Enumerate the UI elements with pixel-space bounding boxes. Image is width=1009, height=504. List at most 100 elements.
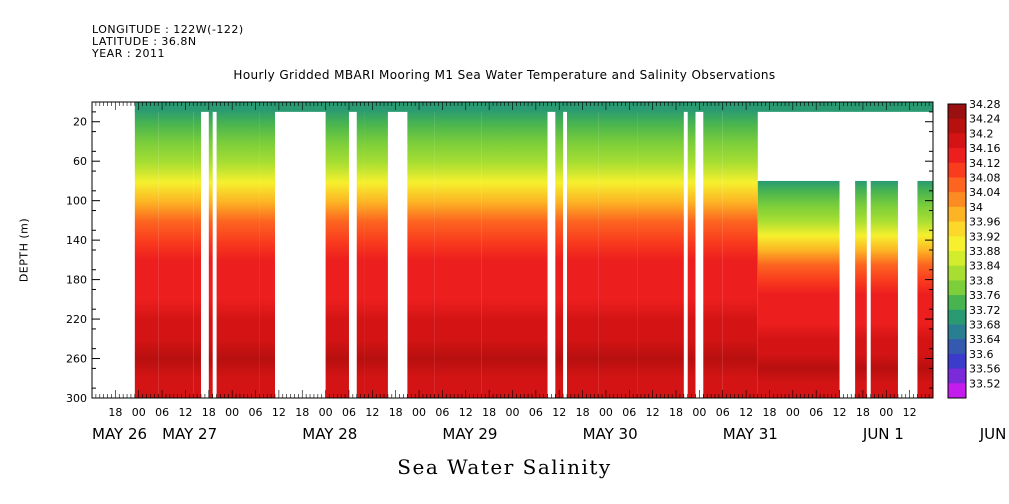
x-tick-label: 00 [879, 406, 893, 419]
x-date-label: JUN 1 [862, 425, 904, 443]
colorbar-label: 34.08 [969, 172, 1001, 185]
colorbar-label: 33.84 [969, 260, 1001, 273]
data-column [325, 109, 349, 398]
colorbar-swatch [948, 236, 966, 252]
surface-band [134, 102, 933, 112]
colorbar-label: 33.76 [969, 289, 1001, 302]
plot-area [134, 102, 933, 398]
colorbar-swatch [948, 148, 966, 164]
colorbar-swatch [948, 309, 966, 325]
y-tick-label: 180 [66, 274, 87, 287]
x-tick-label: 00 [692, 406, 706, 419]
data-column [134, 109, 159, 398]
data-column [193, 109, 202, 398]
data-column [364, 109, 388, 398]
x-tick-label: 06 [716, 406, 730, 419]
data-column [555, 109, 564, 398]
data-column [637, 109, 684, 398]
x-tick-label: 18 [762, 406, 776, 419]
x-tick-label: 18 [202, 406, 216, 419]
x-tick-label: 06 [622, 406, 636, 419]
colorbar-swatch [948, 162, 966, 178]
data-column [757, 180, 840, 398]
colorbar-label: 33.64 [969, 333, 1001, 346]
y-tick-label: 100 [66, 195, 87, 208]
x-tick-label: 06 [155, 406, 169, 419]
x-tick-label: 12 [833, 406, 847, 419]
colorbar-swatch [948, 104, 966, 120]
x-tick-label: 12 [552, 406, 566, 419]
colorbar-swatch [948, 251, 966, 267]
data-column [687, 109, 696, 398]
x-tick-label: 00 [599, 406, 613, 419]
colorbar-swatch [948, 295, 966, 311]
colorbar-swatch [948, 265, 966, 281]
longitude-text: LONGITUDE : 122W(-122) [92, 23, 244, 36]
x-tick-label: 12 [646, 406, 660, 419]
x-date-label: MAY 26 [92, 425, 147, 443]
colorbar-label: 34.24 [969, 113, 1001, 126]
colorbar-swatch [948, 353, 966, 370]
x-date-label: MAY 31 [723, 425, 778, 443]
x-tick-label: 12 [272, 406, 286, 419]
data-column [855, 180, 867, 398]
colorbar-label: 33.52 [969, 377, 1001, 390]
x-tick-label: 00 [225, 406, 239, 419]
x-tick-label: 00 [132, 406, 146, 419]
colorbar-swatch [948, 339, 966, 355]
data-column [208, 109, 213, 398]
colorbar-label: 33.6 [969, 348, 994, 361]
y-tick-label: 260 [66, 353, 87, 366]
colorbar-swatch [948, 368, 966, 384]
colorbar-label: 33.68 [969, 319, 1001, 332]
axes: 20 60 100 140 180 220 260 300 18 00 06 12 18 00 06 12 18… [66, 101, 1009, 443]
colorbar-label: 33.96 [969, 216, 1001, 229]
y-tick-label: 60 [73, 155, 87, 168]
x-tick-label: 00 [506, 406, 520, 419]
data-column [481, 109, 548, 398]
colorbar-label: 34.12 [969, 157, 1001, 170]
data-column [598, 109, 638, 398]
data-column [158, 109, 194, 398]
colorbar-label: 33.8 [969, 274, 994, 287]
y-tick-label: 300 [66, 392, 87, 405]
x-tick-label: 06 [435, 406, 449, 419]
colorbar-label: 33.88 [969, 245, 1001, 258]
y-tick-label: 20 [73, 116, 87, 129]
y-tick-label: 220 [66, 313, 87, 326]
x-date-label: MAY 27 [162, 425, 217, 443]
year-text: YEAR : 2011 [92, 47, 166, 60]
colorbar-swatch [948, 280, 966, 296]
x-tick-label: 06 [529, 406, 543, 419]
x-tick-label: 18 [108, 406, 122, 419]
colorbar-label: 34.2 [969, 127, 994, 140]
colorbar-swatch [948, 206, 966, 223]
x-tick-label: 06 [249, 406, 263, 419]
latitude-text: LATITUDE : 36.8N [92, 35, 197, 48]
x-tick-label: 12 [459, 406, 473, 419]
colorbar-label: 34.28 [969, 98, 1001, 111]
colorbar-swatch [948, 177, 966, 193]
y-tick-label: 140 [66, 234, 87, 247]
data-column [356, 109, 365, 398]
colorbar-label: 33.56 [969, 363, 1001, 376]
data-column [434, 109, 482, 398]
colorbar-label: 33.72 [969, 304, 1001, 317]
colorbar-label: 34.04 [969, 186, 1001, 199]
x-date-label: JUN 2 [979, 425, 1009, 443]
data-column [216, 109, 260, 398]
colorbar-label: 34 [969, 201, 983, 214]
x-tick-label: 06 [342, 406, 356, 419]
x-tick-label: 12 [903, 406, 917, 419]
colorbar-swatch [948, 133, 966, 149]
x-tick-label: 18 [482, 406, 496, 419]
colorbar-label: 34.16 [969, 142, 1001, 155]
x-tick-label: 18 [856, 406, 870, 419]
x-tick-label: 18 [576, 406, 590, 419]
x-tick-label: 12 [178, 406, 192, 419]
x-tick-label: 12 [365, 406, 379, 419]
x-date-label: MAY 29 [442, 425, 497, 443]
x-tick-label: 18 [669, 406, 683, 419]
